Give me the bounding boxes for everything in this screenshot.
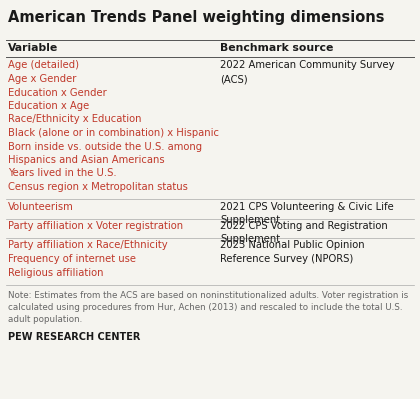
Text: (ACS): (ACS) [220, 74, 248, 84]
Text: Party affiliation x Race/Ethnicity: Party affiliation x Race/Ethnicity [8, 241, 168, 251]
Text: Age (detailed): Age (detailed) [8, 61, 79, 71]
Text: PEW RESEARCH CENTER: PEW RESEARCH CENTER [8, 332, 140, 342]
Text: 2021 CPS Volunteering & Civic Life: 2021 CPS Volunteering & Civic Life [220, 201, 394, 211]
Text: Frequency of internet use: Frequency of internet use [8, 254, 136, 264]
Text: adult population.: adult population. [8, 315, 82, 324]
Text: Black (alone or in combination) x Hispanic: Black (alone or in combination) x Hispan… [8, 128, 219, 138]
Text: 2022 American Community Survey: 2022 American Community Survey [220, 61, 394, 71]
Text: American Trends Panel weighting dimensions: American Trends Panel weighting dimensio… [8, 10, 384, 25]
Text: calculated using procedures from Hur, Achen (2013) and rescaled to include the t: calculated using procedures from Hur, Ac… [8, 303, 402, 312]
Text: Census region x Metropolitan status: Census region x Metropolitan status [8, 182, 188, 192]
Text: Volunteerism: Volunteerism [8, 201, 74, 211]
Text: Education x Age: Education x Age [8, 101, 89, 111]
Text: Age x Gender: Age x Gender [8, 74, 76, 84]
Text: Reference Survey (NPORS): Reference Survey (NPORS) [220, 254, 353, 264]
Text: Supplement: Supplement [220, 235, 280, 245]
Text: Note: Estimates from the ACS are based on noninstitutionalized adults. Voter reg: Note: Estimates from the ACS are based o… [8, 291, 408, 300]
Text: Benchmark source: Benchmark source [220, 43, 333, 53]
Text: Supplement: Supplement [220, 215, 280, 225]
Text: Hispanics and Asian Americans: Hispanics and Asian Americans [8, 155, 165, 165]
Text: 2023 National Public Opinion: 2023 National Public Opinion [220, 241, 365, 251]
Text: Party affiliation x Voter registration: Party affiliation x Voter registration [8, 221, 183, 231]
Text: Years lived in the U.S.: Years lived in the U.S. [8, 168, 117, 178]
Text: Born inside vs. outside the U.S. among: Born inside vs. outside the U.S. among [8, 142, 202, 152]
Text: Religious affiliation: Religious affiliation [8, 267, 103, 277]
Text: Variable: Variable [8, 43, 58, 53]
Text: Education x Gender: Education x Gender [8, 87, 107, 97]
Text: Race/Ethnicity x Education: Race/Ethnicity x Education [8, 115, 142, 124]
Text: 2022 CPS Voting and Registration: 2022 CPS Voting and Registration [220, 221, 388, 231]
